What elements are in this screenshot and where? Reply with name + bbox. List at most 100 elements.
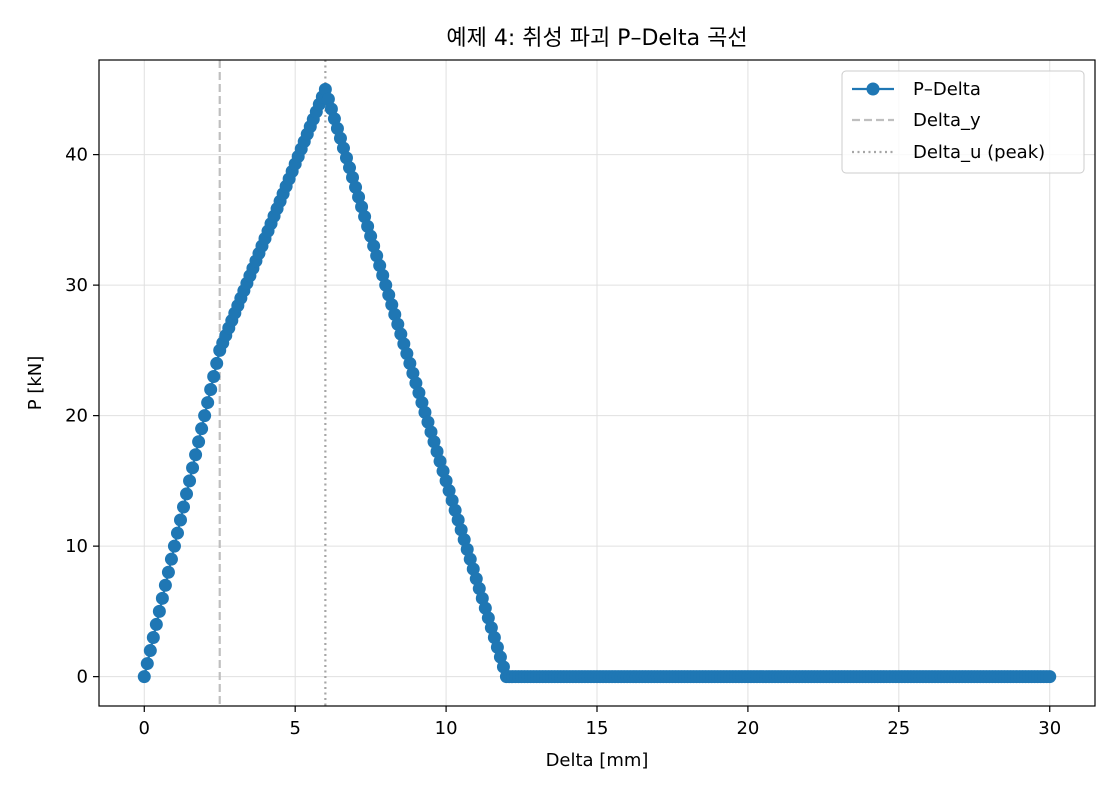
x-tick-label: 15 bbox=[586, 718, 609, 739]
data-point bbox=[391, 317, 405, 331]
y-tick-label: 30 bbox=[65, 275, 88, 296]
data-point bbox=[439, 474, 453, 488]
data-point bbox=[478, 601, 492, 615]
data-point bbox=[469, 572, 483, 586]
data-point bbox=[490, 640, 504, 654]
data-point bbox=[484, 621, 498, 635]
data-point bbox=[487, 630, 501, 644]
data-point bbox=[1043, 670, 1057, 684]
data-point bbox=[192, 435, 206, 449]
data-point bbox=[143, 644, 157, 658]
data-point bbox=[373, 259, 387, 273]
data-point bbox=[472, 582, 486, 596]
y-tick-label: 10 bbox=[65, 536, 88, 557]
data-point bbox=[493, 650, 507, 664]
data-point bbox=[352, 190, 366, 204]
data-point bbox=[379, 278, 393, 292]
data-point bbox=[207, 369, 221, 383]
data-point bbox=[186, 461, 200, 475]
data-point bbox=[210, 356, 224, 370]
x-tick-label: 5 bbox=[289, 718, 300, 739]
data-point bbox=[376, 268, 390, 282]
data-point bbox=[370, 249, 384, 263]
data-point bbox=[409, 376, 423, 390]
data-point bbox=[180, 487, 194, 501]
data-point bbox=[457, 533, 471, 547]
y-tick-label: 0 bbox=[77, 667, 88, 688]
data-point bbox=[137, 670, 151, 684]
data-point bbox=[406, 366, 420, 380]
data-point bbox=[433, 454, 447, 468]
series-layer bbox=[137, 82, 1057, 684]
x-axis-label: Delta [mm] bbox=[546, 750, 649, 771]
data-point bbox=[204, 383, 218, 397]
reference-lines bbox=[218, 60, 327, 706]
data-point bbox=[189, 448, 203, 462]
data-point bbox=[318, 82, 332, 96]
data-point bbox=[170, 526, 184, 540]
data-point bbox=[364, 229, 378, 243]
x-tick-label: 10 bbox=[435, 718, 458, 739]
data-point bbox=[394, 327, 408, 341]
x-tick-label: 30 bbox=[1038, 718, 1061, 739]
data-point bbox=[361, 219, 375, 233]
data-point bbox=[460, 542, 474, 556]
data-point bbox=[183, 474, 197, 488]
data-point bbox=[400, 347, 414, 361]
data-point bbox=[167, 539, 181, 553]
data-point bbox=[333, 131, 347, 145]
data-point bbox=[346, 170, 360, 184]
data-point bbox=[343, 161, 357, 175]
data-point bbox=[195, 422, 209, 436]
data-point bbox=[355, 200, 369, 214]
x-tick-label: 25 bbox=[887, 718, 910, 739]
legend: P–Delta Delta_y Delta_u (peak) bbox=[841, 70, 1085, 174]
x-tick-label: 0 bbox=[139, 718, 150, 739]
legend-box bbox=[841, 70, 1085, 174]
data-point bbox=[388, 307, 402, 321]
data-point bbox=[339, 151, 353, 165]
data-point bbox=[475, 591, 489, 605]
data-point bbox=[367, 239, 381, 253]
legend-label-series: P–Delta bbox=[913, 79, 981, 100]
data-point bbox=[140, 657, 154, 671]
y-axis-label: P [kN] bbox=[25, 356, 46, 411]
data-point bbox=[324, 102, 338, 116]
y-tick-label: 40 bbox=[65, 145, 88, 166]
data-point bbox=[415, 396, 429, 410]
data-point bbox=[161, 565, 175, 579]
data-point bbox=[149, 617, 163, 631]
data-point bbox=[146, 630, 160, 644]
axis-ticks: 0 5 10 15 20 25 30 0 10 20 30 40 bbox=[65, 145, 1061, 739]
data-point bbox=[463, 552, 477, 566]
data-point bbox=[152, 604, 166, 618]
data-point bbox=[496, 660, 510, 674]
data-point bbox=[330, 122, 344, 136]
data-point bbox=[198, 409, 212, 423]
data-point bbox=[418, 405, 432, 419]
chart-title: 예제 4: 취성 파괴 P–Delta 곡선 bbox=[446, 26, 747, 51]
data-point bbox=[403, 356, 417, 370]
data-point bbox=[421, 415, 435, 429]
data-point bbox=[430, 445, 444, 459]
data-point bbox=[448, 503, 462, 517]
data-point bbox=[427, 435, 441, 449]
data-point bbox=[177, 500, 191, 514]
legend-marker-series bbox=[866, 82, 880, 96]
data-point bbox=[358, 210, 372, 224]
data-point bbox=[382, 288, 396, 302]
data-point bbox=[158, 578, 172, 592]
y-tick-label: 20 bbox=[65, 406, 88, 427]
data-point bbox=[442, 484, 456, 498]
data-point bbox=[481, 611, 495, 625]
data-point bbox=[336, 141, 350, 155]
data-point bbox=[397, 337, 411, 351]
data-point bbox=[327, 112, 341, 126]
data-point bbox=[445, 493, 459, 507]
data-point bbox=[349, 180, 363, 194]
legend-label-delta-u: Delta_u (peak) bbox=[913, 142, 1045, 163]
data-point bbox=[454, 523, 468, 537]
data-point bbox=[173, 513, 187, 527]
